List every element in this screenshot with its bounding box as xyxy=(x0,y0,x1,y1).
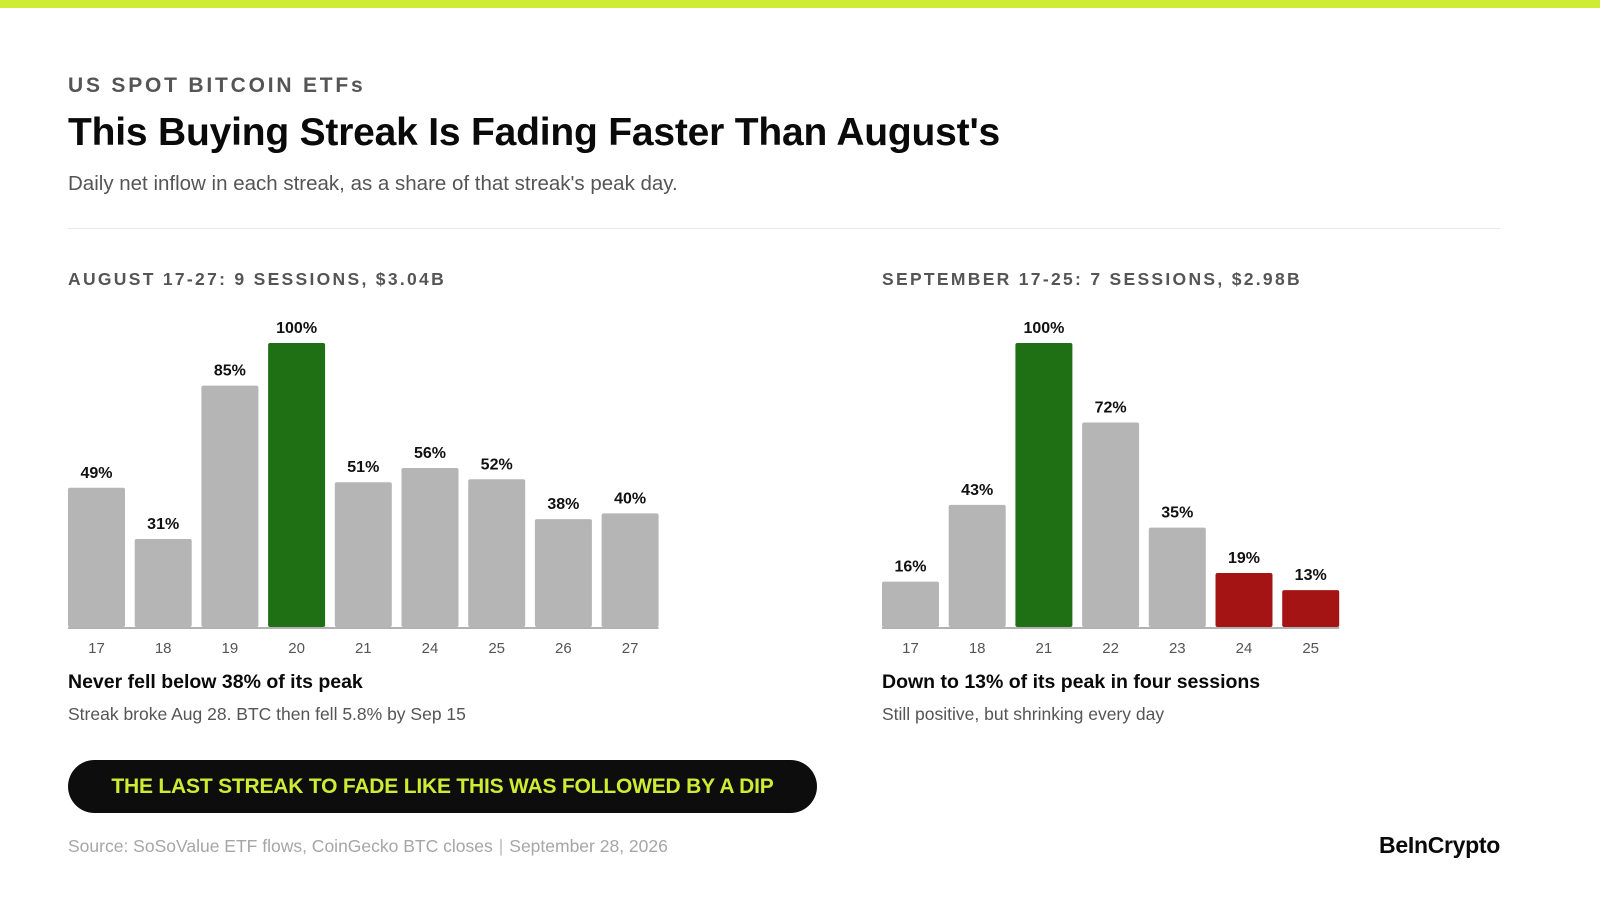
brand-logo: BeInCrypto xyxy=(1379,832,1500,858)
x-tick-label: 22 xyxy=(1102,640,1119,657)
accent-top-bar xyxy=(0,0,1600,8)
x-tick-label: 25 xyxy=(488,640,505,657)
x-tick-label: 23 xyxy=(1169,640,1186,657)
bar-17 xyxy=(882,581,939,627)
september-chart-title: SEPTEMBER 17-25: 7 SESSIONS, $2.98B xyxy=(882,269,1302,289)
x-tick-label: 26 xyxy=(555,640,572,657)
page-subtitle: Daily net inflow in each streak, as a sh… xyxy=(68,172,678,195)
page-title: This Buying Streak Is Fading Faster Than… xyxy=(68,111,1001,154)
bar-21 xyxy=(334,482,392,627)
august-bar-chart: 49% 17 31% 18 85% 19 100% 20 51% 21 56% 24 52% 25 38% 2… xyxy=(68,320,659,657)
bar-value-label: 52% xyxy=(481,456,513,473)
bar-value-label: 19% xyxy=(1228,550,1260,567)
september-note-subtitle: Still positive, but shrinking every day xyxy=(882,704,1165,724)
bar-value-label: 100% xyxy=(1023,320,1064,337)
bar-value-label: 38% xyxy=(547,496,579,513)
bar-25 xyxy=(468,479,526,627)
bar-22 xyxy=(1082,422,1140,627)
bar-26 xyxy=(534,519,592,627)
bar-24 xyxy=(1215,573,1273,627)
source-text: Source: SoSoValue ETF flows, CoinGecko B… xyxy=(68,836,493,856)
x-tick-label: 17 xyxy=(902,640,919,657)
bar-value-label: 100% xyxy=(276,320,317,337)
bar-value-label: 16% xyxy=(894,559,926,576)
september-note-title: Down to 13% of its peak in four sessions xyxy=(882,671,1261,693)
callout-text: THE LAST STREAK TO FADE LIKE THIS WAS FO… xyxy=(111,774,774,798)
callout-banner: THE LAST STREAK TO FADE LIKE THIS WAS FO… xyxy=(68,760,817,813)
bar-value-label: 56% xyxy=(414,445,446,462)
x-tick-label: 18 xyxy=(155,640,172,657)
footer-date: September 28, 2026 xyxy=(509,836,668,856)
x-tick-label: 20 xyxy=(288,640,305,657)
august-note-subtitle: Streak broke Aug 28. BTC then fell 5.8% … xyxy=(68,704,466,724)
bar-value-label: 40% xyxy=(614,490,646,507)
source-footer: Source: SoSoValue ETF flows, CoinGecko B… xyxy=(68,836,668,857)
bar-19 xyxy=(201,385,259,627)
bar-value-label: 31% xyxy=(147,516,179,533)
bar-20 xyxy=(268,343,326,627)
header-divider xyxy=(68,228,1500,229)
x-tick-label: 19 xyxy=(222,640,239,657)
x-tick-label: 25 xyxy=(1302,640,1319,657)
september-bar-chart: 16% 17 43% 18 100% 21 72% 22 35% 23 19% 24 13% 25 xyxy=(882,320,1340,657)
bar-23 xyxy=(1148,527,1206,627)
bar-27 xyxy=(601,513,659,627)
bar-18 xyxy=(134,539,192,627)
bar-24 xyxy=(401,468,459,627)
bar-value-label: 13% xyxy=(1295,567,1327,584)
x-tick-label: 27 xyxy=(622,640,639,657)
x-tick-label: 17 xyxy=(88,640,105,657)
bar-value-label: 35% xyxy=(1161,505,1193,522)
x-tick-label: 24 xyxy=(422,640,439,657)
x-tick-label: 24 xyxy=(1236,640,1253,657)
footer-separator: | xyxy=(498,836,504,856)
bar-17 xyxy=(68,487,125,627)
august-chart-title: AUGUST 17-27: 9 SESSIONS, $3.04B xyxy=(68,269,447,289)
bar-25 xyxy=(1282,590,1340,627)
x-tick-label: 21 xyxy=(355,640,372,657)
bar-value-label: 85% xyxy=(214,363,246,380)
bar-value-label: 49% xyxy=(80,465,112,482)
bar-18 xyxy=(948,504,1006,627)
kicker: US SPOT BITCOIN ETFs xyxy=(68,74,366,97)
x-tick-label: 21 xyxy=(1036,640,1053,657)
bar-value-label: 72% xyxy=(1095,400,1127,417)
x-tick-label: 18 xyxy=(969,640,986,657)
bar-value-label: 43% xyxy=(961,482,993,499)
bar-value-label: 51% xyxy=(347,459,379,476)
bar-21 xyxy=(1015,343,1073,627)
august-note-title: Never fell below 38% of its peak xyxy=(68,671,363,693)
